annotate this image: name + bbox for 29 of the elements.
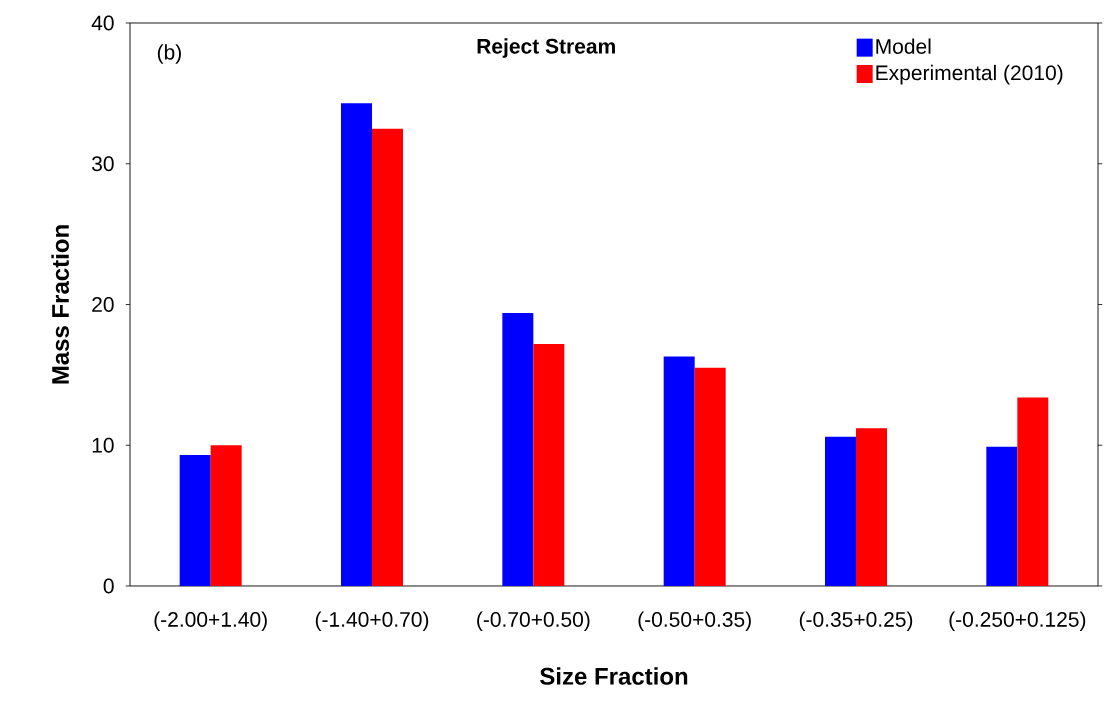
bar bbox=[179, 455, 211, 586]
bar bbox=[856, 428, 888, 586]
bar bbox=[986, 446, 1018, 586]
bar bbox=[1017, 397, 1049, 586]
y-tick-label: 40 bbox=[91, 15, 114, 31]
y-tick-label: 10 bbox=[92, 437, 114, 453]
bar bbox=[663, 356, 695, 586]
legend-label: Model bbox=[876, 38, 931, 54]
bar bbox=[341, 103, 372, 586]
x-tick-label: (-0.35+0.25) bbox=[799, 611, 913, 632]
x-tick-label: (-0.250+0.125) bbox=[949, 611, 1086, 632]
bar bbox=[210, 445, 242, 586]
y-axis-title: Mass Fraction bbox=[51, 225, 69, 384]
bar bbox=[694, 367, 726, 586]
y-tick-label: 30 bbox=[91, 156, 114, 172]
bar bbox=[825, 436, 857, 586]
bar bbox=[533, 343, 565, 586]
x-tick-label: (-2.00+1.40) bbox=[154, 611, 267, 632]
legend-label: Experimental (2010) bbox=[876, 64, 1063, 85]
x-tick-label: (-1.40+0.70) bbox=[315, 611, 429, 632]
bar bbox=[372, 128, 403, 586]
annotation: (b) bbox=[157, 44, 181, 64]
x-axis-title: Size Fraction bbox=[540, 667, 688, 685]
text: Reject Stream bbox=[477, 38, 615, 58]
y-tick-label: 0 bbox=[103, 578, 114, 594]
x-tick-label: (-0.70+0.50) bbox=[477, 611, 590, 632]
x-tick-label: (-0.50+0.35) bbox=[638, 611, 751, 632]
y-tick-label: 20 bbox=[92, 297, 114, 312]
bar bbox=[502, 312, 534, 586]
